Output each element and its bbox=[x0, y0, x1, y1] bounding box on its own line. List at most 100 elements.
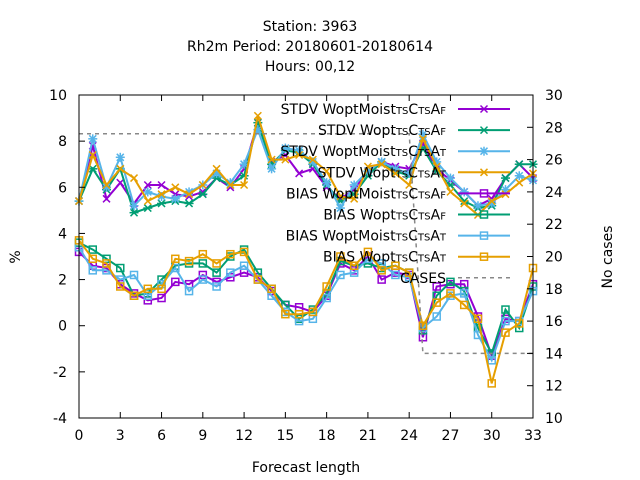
series-3 bbox=[74, 125, 538, 213]
data-point bbox=[349, 180, 359, 190]
x-tick-label: 9 bbox=[198, 428, 207, 444]
y2-tick-label: 10 bbox=[545, 411, 563, 427]
data-point bbox=[157, 180, 166, 190]
data-point bbox=[198, 190, 208, 199]
x-tick-label: 6 bbox=[157, 428, 166, 444]
data-point bbox=[515, 178, 524, 187]
data-point bbox=[143, 187, 153, 197]
data-point bbox=[88, 150, 97, 160]
data-point bbox=[335, 203, 345, 213]
y-tick-label: 4 bbox=[58, 226, 67, 242]
data-point bbox=[404, 268, 414, 277]
data-point bbox=[459, 187, 469, 197]
title-line-2: Rh2m Period: 20180601-20180614 bbox=[187, 39, 433, 55]
y-axis-label: % bbox=[8, 250, 24, 263]
data-point bbox=[185, 190, 194, 199]
x-axis-label: Forecast length bbox=[252, 460, 360, 476]
data-point bbox=[239, 261, 249, 270]
x-tick-label: 33 bbox=[524, 428, 542, 444]
data-point bbox=[143, 284, 153, 294]
x-tick-label: 15 bbox=[276, 428, 294, 444]
data-point bbox=[157, 284, 166, 294]
data-point bbox=[487, 356, 496, 365]
data-point bbox=[116, 282, 125, 291]
series-line bbox=[78, 115, 534, 217]
data-point bbox=[487, 197, 496, 206]
legend-marker bbox=[479, 252, 489, 261]
y-tick-label: -4 bbox=[53, 411, 67, 427]
legend-entry: STDV WoptMoistTSCTSAT bbox=[280, 144, 510, 160]
legend-label: STDV WoptMoistTSCTSAF bbox=[281, 102, 447, 118]
x-tick-label: 18 bbox=[318, 428, 336, 444]
legend-marker bbox=[479, 210, 489, 219]
x-tick-label: 0 bbox=[75, 428, 84, 444]
legend-label: STDV WoptMoistTSCTSAT bbox=[280, 144, 447, 160]
data-point bbox=[143, 204, 153, 213]
title-line-1: Station: 3963 bbox=[263, 19, 358, 35]
data-point bbox=[116, 164, 125, 173]
data-point bbox=[500, 174, 510, 183]
data-point bbox=[391, 261, 400, 270]
data-point bbox=[281, 309, 290, 319]
y2-tick-label: 20 bbox=[545, 250, 563, 266]
data-point bbox=[239, 247, 249, 257]
data-point bbox=[377, 266, 386, 275]
data-point bbox=[102, 254, 111, 264]
y2-tick-label: 30 bbox=[545, 88, 563, 104]
data-point bbox=[322, 282, 331, 291]
data-point bbox=[88, 164, 98, 173]
data-point bbox=[432, 162, 441, 171]
legend-entry: BIAS WoptTSCTSAT bbox=[323, 250, 510, 266]
data-point bbox=[267, 284, 276, 294]
data-point bbox=[129, 208, 139, 217]
data-point bbox=[349, 261, 359, 270]
legend-label: STDV WoptTSCTSAF bbox=[318, 123, 446, 139]
data-point bbox=[240, 180, 249, 190]
plot-area bbox=[74, 111, 538, 388]
y2-tick-label: 24 bbox=[545, 185, 563, 201]
legend: STDV WoptMoistTSCTSAF STDV WoptTSCTSAF STD… bbox=[280, 102, 510, 287]
series-line bbox=[78, 119, 533, 214]
data-point bbox=[102, 180, 111, 190]
data-point bbox=[157, 199, 167, 208]
series-line bbox=[78, 241, 534, 356]
data-point bbox=[253, 275, 263, 284]
data-point bbox=[445, 173, 455, 183]
data-point bbox=[212, 268, 221, 277]
data-point bbox=[514, 171, 524, 181]
data-point bbox=[88, 254, 98, 264]
data-point bbox=[336, 192, 345, 201]
series-8 bbox=[74, 236, 538, 388]
y-tick-label: 2 bbox=[58, 273, 67, 289]
data-point bbox=[322, 167, 331, 176]
data-point bbox=[267, 155, 276, 164]
data-point bbox=[308, 155, 317, 164]
data-point bbox=[226, 180, 235, 190]
data-point bbox=[350, 194, 359, 203]
data-point bbox=[459, 300, 469, 310]
data-point bbox=[116, 178, 125, 187]
data-point bbox=[143, 180, 152, 190]
data-point bbox=[129, 270, 139, 280]
data-point bbox=[308, 307, 318, 317]
axis-ticks: 0 3 6 9 12 15 18 21 24 27 30 33-4-20246810101214161… bbox=[49, 88, 563, 444]
data-point bbox=[501, 328, 510, 337]
data-point bbox=[184, 199, 194, 208]
data-point bbox=[171, 183, 180, 192]
data-point bbox=[102, 194, 111, 203]
cases-line bbox=[79, 133, 533, 355]
data-point bbox=[102, 259, 111, 268]
data-point bbox=[226, 249, 235, 259]
y2-tick-label: 14 bbox=[545, 346, 563, 362]
legend-label: BIAS WoptTSCTSAT bbox=[323, 250, 447, 266]
data-point bbox=[460, 199, 469, 208]
data-point bbox=[116, 263, 125, 273]
x-tick-label: 24 bbox=[400, 428, 418, 444]
data-point bbox=[280, 143, 290, 153]
data-point bbox=[473, 201, 483, 211]
legend-entry: BIAS WoptMoistTSCTSAF bbox=[286, 186, 510, 202]
series-line bbox=[78, 239, 534, 384]
legend-marker bbox=[479, 146, 489, 156]
data-point bbox=[239, 159, 249, 169]
